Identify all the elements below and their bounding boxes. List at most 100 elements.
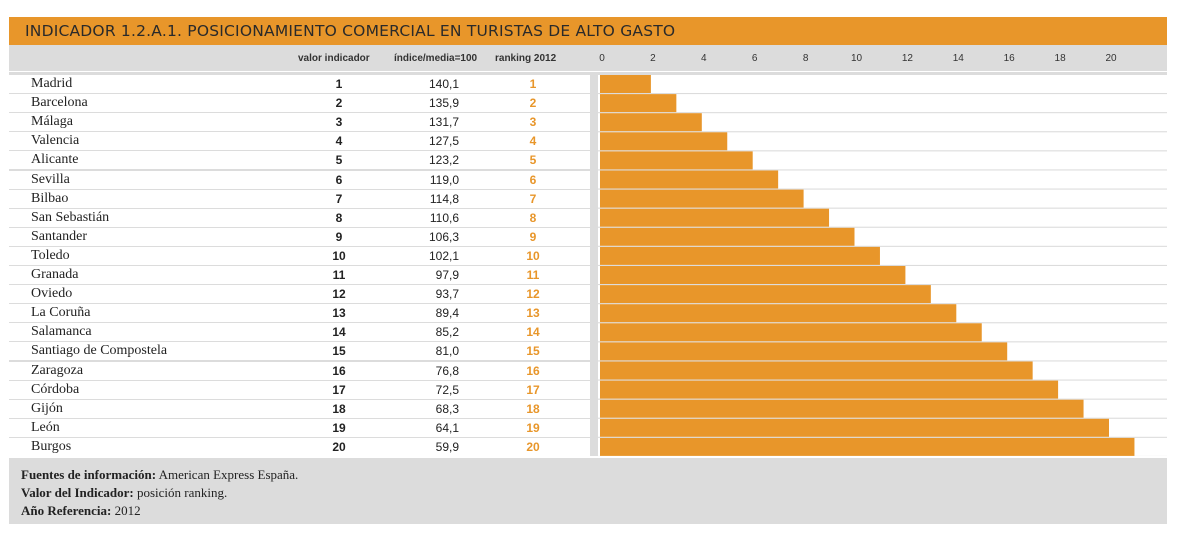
footer-source: Fuentes de información: American Express… (21, 467, 298, 483)
row-indice: 110,6 (429, 210, 459, 225)
table-row: Santander 9 106,3 9 (9, 227, 590, 246)
row-valor-indicador: 8 (335, 210, 343, 225)
row-ranking: 16 (526, 363, 540, 378)
bar-salamanca (600, 323, 982, 342)
bar-burgos (600, 437, 1135, 456)
table-row: Zaragoza 16 76,8 16 (9, 361, 590, 380)
row-indice: 123,2 (428, 153, 459, 168)
bar-row-background (598, 94, 1167, 113)
bar-zaragoza (600, 361, 1033, 380)
footer-source-value: American Express España. (158, 467, 299, 482)
x-tick-label: 14 (952, 53, 964, 64)
bar-la-coruña (600, 304, 957, 323)
x-tick-label: 12 (901, 53, 913, 64)
row-valor-indicador: 9 (335, 229, 343, 244)
table-row: Córdoba 17 72,5 17 (9, 380, 590, 399)
row-indice: 89,4 (435, 306, 459, 321)
bar-valencia (600, 132, 728, 151)
row-indice: 119,0 (429, 172, 459, 187)
row-ranking: 19 (526, 420, 540, 435)
footer-indicator-label: Valor del Indicador: (21, 485, 134, 500)
table-row: Valencia 4 127,5 4 (9, 132, 590, 151)
row-city: Alicante (31, 152, 79, 168)
row-valor-indicador: 1 (335, 77, 343, 91)
row-indice: 127,5 (428, 134, 459, 149)
bar-córdoba (600, 380, 1059, 399)
table-row: Bilbao 7 114,8 7 (9, 189, 590, 208)
row-valor-indicador: 4 (335, 134, 343, 149)
row-city: Oviedo (31, 286, 73, 302)
row-valor-indicador: 12 (332, 287, 346, 302)
row-indice: 106,3 (428, 229, 459, 244)
title-bar: INDICADOR 1.2.A.1. POSICIONAMIENTO COMER… (9, 17, 1167, 45)
bar-madrid (600, 75, 651, 93)
row-valor-indicador: 3 (335, 115, 343, 130)
row-valor-indicador: 13 (332, 306, 346, 321)
row-city: San Sebastián (31, 209, 110, 225)
table-row: Barcelona 2 135,9 2 (9, 94, 590, 113)
row-indice: 76,8 (435, 363, 459, 378)
row-ranking: 14 (526, 325, 540, 340)
row-indice: 72,5 (435, 382, 459, 397)
table-row: Granada 11 97,9 11 (9, 266, 590, 284)
data-table: Madrid 1 140,1 1 Barcelona 2 135,9 2 Málaga 3 131,… (9, 72, 590, 456)
row-valor-indicador: 5 (335, 153, 343, 168)
row-city: León (31, 419, 60, 435)
row-indice: 64,1 (435, 420, 459, 435)
row-indice: 85,2 (435, 325, 459, 340)
table-row: Madrid 1 140,1 1 (9, 75, 590, 93)
x-tick-label: 10 (850, 53, 863, 64)
row-ranking: 9 (529, 229, 537, 244)
row-ranking: 1 (529, 77, 537, 91)
row-city: Bilbao (31, 190, 69, 206)
row-ranking: 7 (529, 191, 537, 206)
row-valor-indicador: 10 (332, 248, 346, 263)
bar-row-background (598, 132, 1167, 151)
row-city: Salamanca (31, 324, 92, 340)
row-ranking: 3 (529, 115, 537, 130)
bar-granada (600, 266, 906, 284)
chart-title: INDICADOR 1.2.A.1. POSICIONAMIENTO COMER… (25, 22, 676, 40)
bar-row-background (598, 75, 1167, 93)
table-row: Salamanca 14 85,2 14 (9, 323, 590, 342)
row-city: Toledo (31, 247, 70, 263)
row-city: Barcelona (31, 95, 88, 111)
row-ranking: 20 (526, 439, 540, 454)
row-city: Madrid (31, 76, 73, 91)
header-valor-indicador: valor indicador (298, 53, 370, 64)
table-row: San Sebastián 8 110,6 8 (9, 208, 590, 227)
x-tick-label: 2 (650, 53, 656, 64)
bar-león (600, 418, 1109, 437)
bar-san-sebastián (600, 208, 830, 227)
row-valor-indicador: 15 (332, 344, 346, 359)
x-tick-label: 18 (1054, 53, 1066, 64)
bar-sevilla (600, 170, 779, 189)
row-valor-indicador: 11 (332, 268, 346, 282)
table-row: Burgos 20 59,9 20 (9, 437, 590, 456)
row-valor-indicador: 17 (332, 382, 346, 397)
bar-alicante (600, 151, 753, 170)
row-city: Santiago de Compostela (31, 343, 168, 359)
row-city: Granada (31, 267, 79, 282)
row-valor-indicador: 7 (335, 191, 343, 206)
row-ranking: 6 (529, 172, 537, 187)
row-ranking: 5 (529, 153, 537, 168)
row-valor-indicador: 14 (332, 325, 346, 340)
bar-toledo (600, 246, 880, 265)
row-indice: 140,1 (428, 77, 459, 91)
row-city: Zaragoza (31, 362, 84, 378)
footer-source-label: Fuentes de información: (21, 467, 157, 482)
bar-barcelona (600, 94, 677, 113)
x-tick-label: 16 (1003, 53, 1015, 64)
row-ranking: 12 (526, 287, 540, 302)
row-ranking: 8 (529, 210, 537, 225)
header-ranking: ranking 2012 (495, 53, 557, 64)
row-valor-indicador: 20 (332, 439, 346, 454)
bar-málaga (600, 113, 702, 132)
row-ranking: 10 (526, 248, 540, 263)
row-indice: 97,9 (435, 268, 459, 282)
footer-indicator-value: posición ranking. (136, 485, 228, 500)
x-tick-label: 4 (701, 53, 707, 64)
row-indice: 81,0 (435, 344, 459, 359)
row-ranking: 11 (526, 268, 540, 282)
